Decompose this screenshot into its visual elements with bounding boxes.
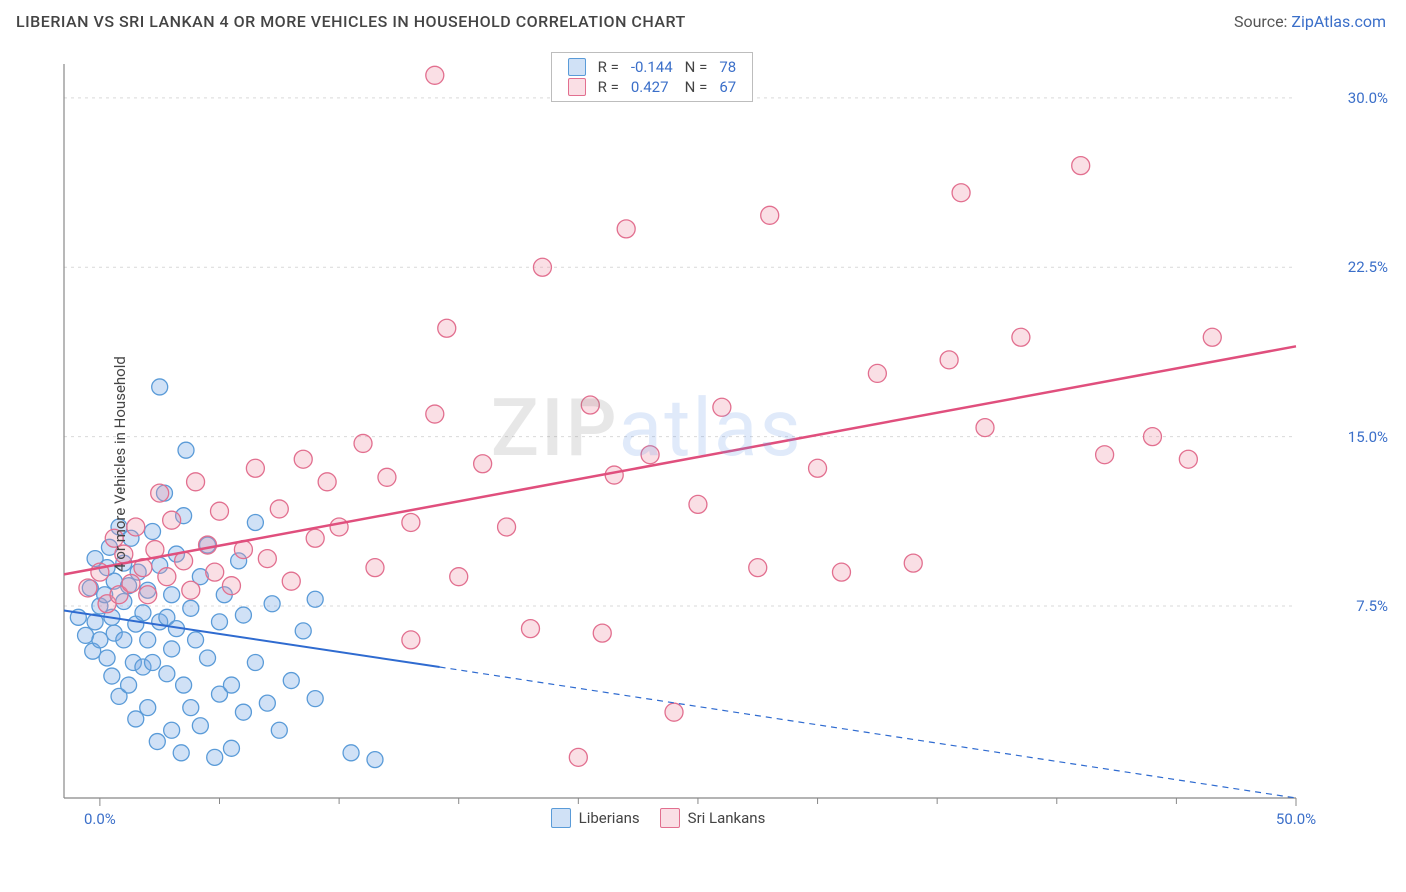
stats-R-label: R = — [592, 57, 625, 77]
y-tick-label: 22.5% — [1348, 258, 1388, 276]
stats-R-liberians: -0.144 — [625, 57, 679, 77]
swatch-srilankans — [568, 78, 586, 96]
legend-swatch-liberians — [551, 808, 571, 828]
y-axis-label: 4 or more Vehicles in Household — [111, 356, 129, 572]
source-attribution: Source: ZipAtlas.com — [1234, 12, 1386, 31]
legend-label-srilankans: Sri Lankans — [688, 809, 766, 827]
stats-row-srilankans: R = 0.427 N = 67 — [562, 77, 743, 97]
stats-N-srilankans: 67 — [713, 77, 742, 97]
x-tick-label: 0.0% — [84, 810, 116, 828]
y-tick-label: 7.5% — [1356, 597, 1388, 615]
source-link[interactable]: ZipAtlas.com — [1291, 12, 1386, 31]
chart-title: LIBERIAN VS SRI LANKAN 4 OR MORE VEHICLE… — [16, 12, 686, 31]
scatter-chart-svg — [16, 46, 1356, 836]
stats-N-label: N = — [679, 77, 714, 97]
source-prefix: Source: — [1234, 12, 1291, 31]
stats-R-srilankans: 0.427 — [625, 77, 679, 97]
stats-R-label: R = — [592, 77, 625, 97]
stats-row-liberians: R = -0.144 N = 78 — [562, 57, 743, 77]
swatch-liberians — [568, 58, 586, 76]
y-tick-label: 15.0% — [1348, 428, 1388, 446]
legend-item-srilankans: Sri Lankans — [660, 808, 766, 828]
legend-item-liberians: Liberians — [551, 808, 640, 828]
legend-swatch-srilankans — [660, 808, 680, 828]
stats-N-liberians: 78 — [713, 57, 742, 77]
correlation-stats-box: R = -0.144 N = 78 R = 0.427 N = 67 — [551, 52, 754, 102]
chart-area: 4 or more Vehicles in Household 7.5% 15.0… — [16, 46, 1396, 882]
x-tick-label: 50.0% — [1276, 810, 1316, 828]
legend-label-liberians: Liberians — [579, 809, 640, 827]
legend: Liberians Sri Lankans — [551, 808, 766, 828]
y-tick-label: 30.0% — [1348, 89, 1388, 107]
stats-N-label: N = — [679, 57, 714, 77]
